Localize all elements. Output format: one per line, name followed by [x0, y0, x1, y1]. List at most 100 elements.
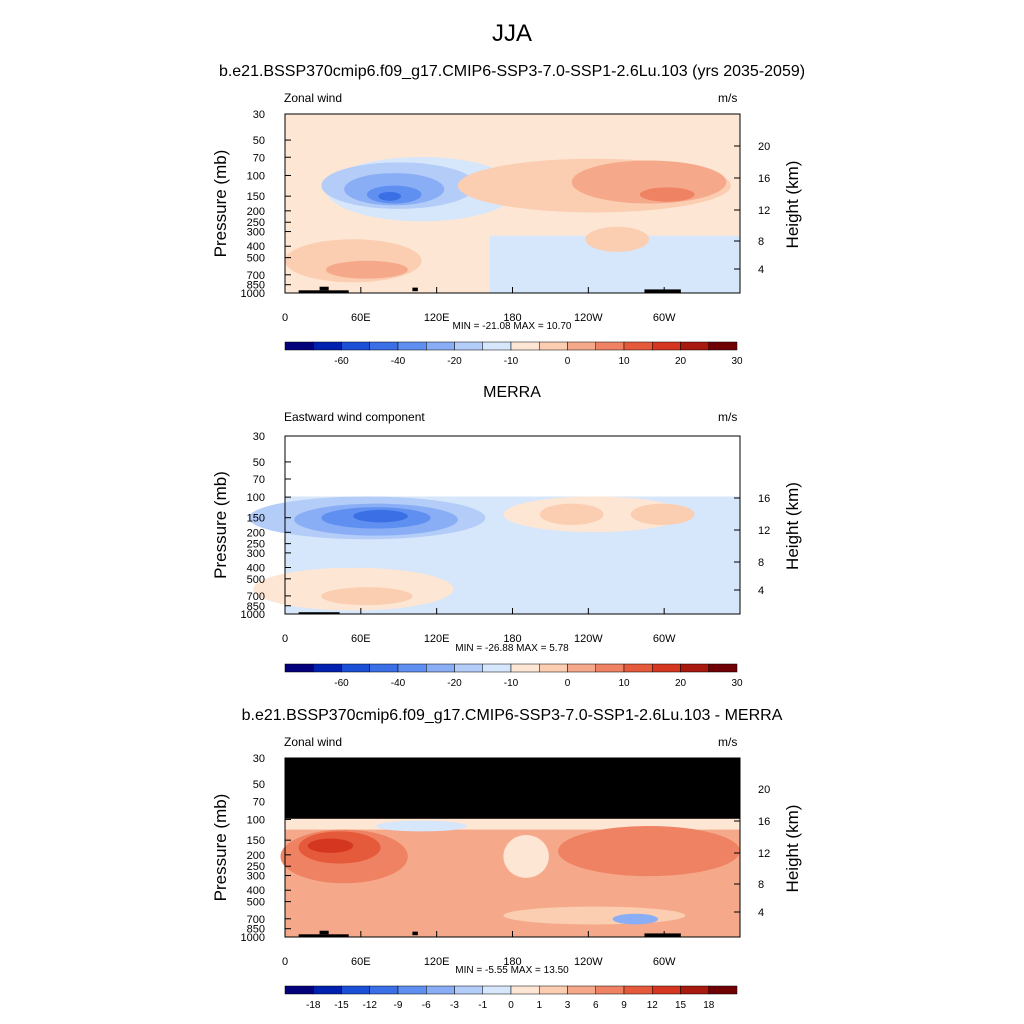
colorbar-box	[313, 341, 342, 351]
x-tick-label: 120W	[574, 633, 603, 645]
pressure-tick-label: 1000	[241, 288, 265, 300]
pressure-tick-label: 200	[247, 850, 265, 862]
colorbar-box	[369, 341, 399, 351]
field-region	[325, 260, 408, 279]
colorbar-box	[539, 663, 568, 673]
field-region	[503, 834, 549, 878]
colorbar-label: 1	[536, 1000, 542, 1011]
x-tick-label: 120W	[574, 312, 603, 324]
colorbar-box	[426, 985, 455, 995]
colorbar-label: 6	[593, 1000, 599, 1011]
topography	[412, 287, 418, 292]
pressure-tick-label: 500	[247, 253, 265, 265]
colorbar-box	[426, 663, 455, 673]
x-tick-label: 120W	[574, 956, 603, 968]
colorbar-label: 12	[647, 1000, 659, 1011]
height-tick-label: 20	[758, 784, 770, 796]
colorbar-box	[652, 341, 681, 351]
topography	[412, 931, 418, 936]
pressure-tick-label: 50	[253, 779, 265, 791]
height-tick-label: 8	[758, 557, 764, 569]
colorbar-box	[454, 985, 483, 995]
colorbar-box	[482, 985, 512, 995]
height-tick-label: 20	[758, 141, 770, 153]
panel3-units-label: m/s	[718, 735, 738, 749]
height-tick-label: 4	[758, 264, 764, 276]
pressure-tick-label: 100	[247, 814, 265, 826]
colorbar-box	[341, 341, 370, 351]
panel1-units-label: m/s	[718, 91, 738, 105]
pressure-tick-label: 1000	[241, 932, 265, 944]
pressure-tick-label: 400	[247, 241, 265, 253]
colorbar-box	[567, 985, 596, 995]
pressure-tick-label: 70	[253, 152, 265, 164]
x-tick-label: 0	[282, 312, 288, 324]
panel2-plot	[248, 435, 741, 673]
height-tick-label: 12	[758, 848, 770, 860]
colorbar-label: -40	[391, 356, 406, 367]
pressure-tick-label: 50	[253, 135, 265, 147]
y-axis-label: Pressure (mb)	[211, 150, 230, 258]
pressure-tick-label: 1000	[241, 609, 265, 621]
colorbar-label: -60	[334, 678, 349, 689]
colorbar-box	[595, 985, 625, 995]
colorbar-box	[510, 663, 540, 673]
x-tick-label: 120E	[424, 312, 450, 324]
pressure-tick-label: 30	[253, 431, 265, 443]
field-region	[639, 187, 695, 202]
panel1-stats: MIN = -21.08 MAX = 10.70	[452, 321, 572, 332]
colorbar-box	[652, 663, 681, 673]
colorbar-box	[369, 985, 399, 995]
panel1-variable-label: Zonal wind	[284, 91, 343, 105]
colorbar-box	[284, 985, 314, 995]
colorbar-box	[482, 663, 512, 673]
pressure-tick-label: 250	[247, 217, 265, 229]
y-axis-label: Pressure (mb)	[211, 794, 230, 902]
colorbar-box	[623, 985, 653, 995]
pressure-tick-label: 850	[247, 280, 265, 292]
colorbar-box	[482, 341, 512, 351]
colorbar-label: -40	[391, 678, 406, 689]
colorbar-box	[369, 663, 399, 673]
pressure-tick-label: 250	[247, 539, 265, 551]
colorbar-box	[708, 341, 738, 351]
x-tick-label: 60W	[653, 956, 676, 968]
height-tick-label: 4	[758, 907, 764, 919]
field-region	[630, 503, 695, 525]
panel3-variable-label: Zonal wind	[284, 735, 343, 749]
colorbar-box	[397, 341, 427, 351]
field-region	[321, 587, 413, 606]
colorbar-label: 30	[731, 356, 743, 367]
topography	[319, 930, 329, 935]
pressure-tick-label: 500	[247, 897, 265, 909]
topography	[298, 290, 349, 293]
colorbar-label: 0	[508, 1000, 514, 1011]
panel2-variable-label: Eastward wind component	[284, 410, 425, 424]
panel2-units-label: m/s	[718, 410, 738, 424]
colorbar-box	[623, 341, 653, 351]
colorbar-label: 30	[731, 678, 743, 689]
colorbar-box	[567, 663, 596, 673]
panel2-title: MERRA	[483, 384, 541, 401]
x-tick-label: 120E	[424, 956, 450, 968]
colorbar-box	[680, 663, 709, 673]
colorbar-box	[539, 985, 568, 995]
pressure-tick-label: 300	[247, 548, 265, 560]
colorbar-label: 3	[565, 1000, 571, 1011]
pressure-tick-label: 700	[247, 270, 265, 282]
colorbar-box	[595, 341, 625, 351]
pressure-tick-label: 70	[253, 474, 265, 486]
field-region	[503, 906, 686, 925]
pressure-tick-label: 300	[247, 227, 265, 239]
height-tick-label: 8	[758, 236, 764, 248]
pressure-tick-label: 70	[253, 796, 265, 808]
colorbar-label: -1	[478, 1000, 487, 1011]
pressure-tick-label: 300	[247, 871, 265, 883]
colorbar-label: 20	[675, 356, 687, 367]
topography	[298, 934, 349, 937]
height-tick-label: 12	[758, 525, 770, 537]
pressure-tick-label: 400	[247, 562, 265, 574]
pressure-tick-label: 100	[247, 492, 265, 504]
field-region	[539, 503, 604, 525]
pressure-tick-label: 850	[247, 924, 265, 936]
